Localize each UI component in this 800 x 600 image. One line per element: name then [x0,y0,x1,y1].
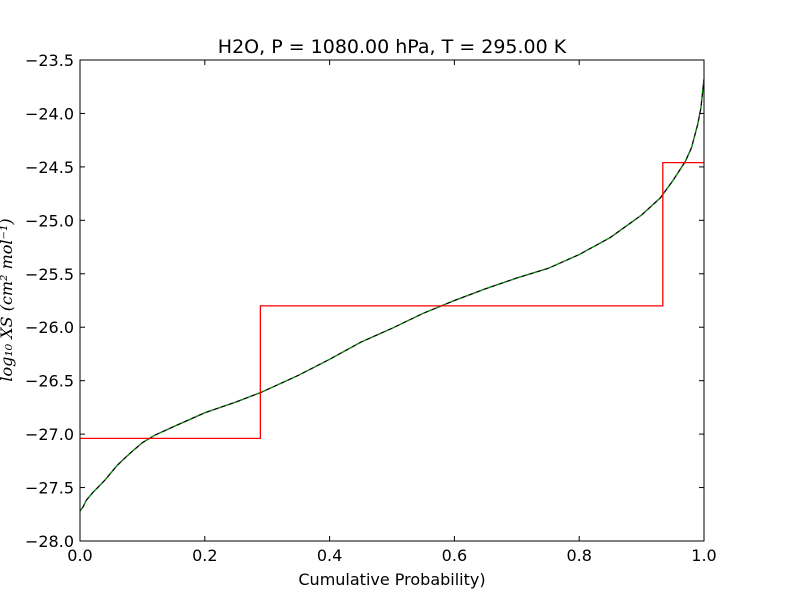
y-tick-label: −26.5 [25,372,74,391]
y-tick-label: −24.5 [25,158,74,177]
series-layer [79,79,705,512]
y-tick-label: −23.5 [25,51,74,70]
y-tick-label: −28.0 [25,532,74,551]
y-axis-label: log₁₀ XS (cm² mol⁻¹) [0,218,16,381]
y-tick-label: −26.0 [25,318,74,337]
x-tick-label: 0.4 [317,546,342,565]
x-tick-label: 1.0 [691,546,716,565]
y-tick-label: −24.0 [25,104,74,123]
y-tick-label: −25.0 [25,211,74,230]
x-tick-label: 0.8 [566,546,591,565]
x-tick-label: 0.0 [67,546,92,565]
x-tick-label: 0.2 [192,546,217,565]
tick-layer: 0.0 0.2 0.4 0.6 0.8 1.0 −23.5 −24.0 −24.5 −25.0 −2… [25,51,717,565]
plot-frame [79,59,705,542]
series-step-line [80,161,704,440]
y-tick-label: −25.5 [25,265,74,284]
x-tick-label: 0.6 [442,546,467,565]
y-tick-label: −27.5 [25,479,74,498]
x-axis-label: Cumulative Probability) [298,570,485,589]
series-smooth-line [79,79,705,512]
y-tick-label: −27.0 [25,425,74,444]
chart-title: H2O, P = 1080.00 hPa, T = 295.00 K [218,36,567,58]
